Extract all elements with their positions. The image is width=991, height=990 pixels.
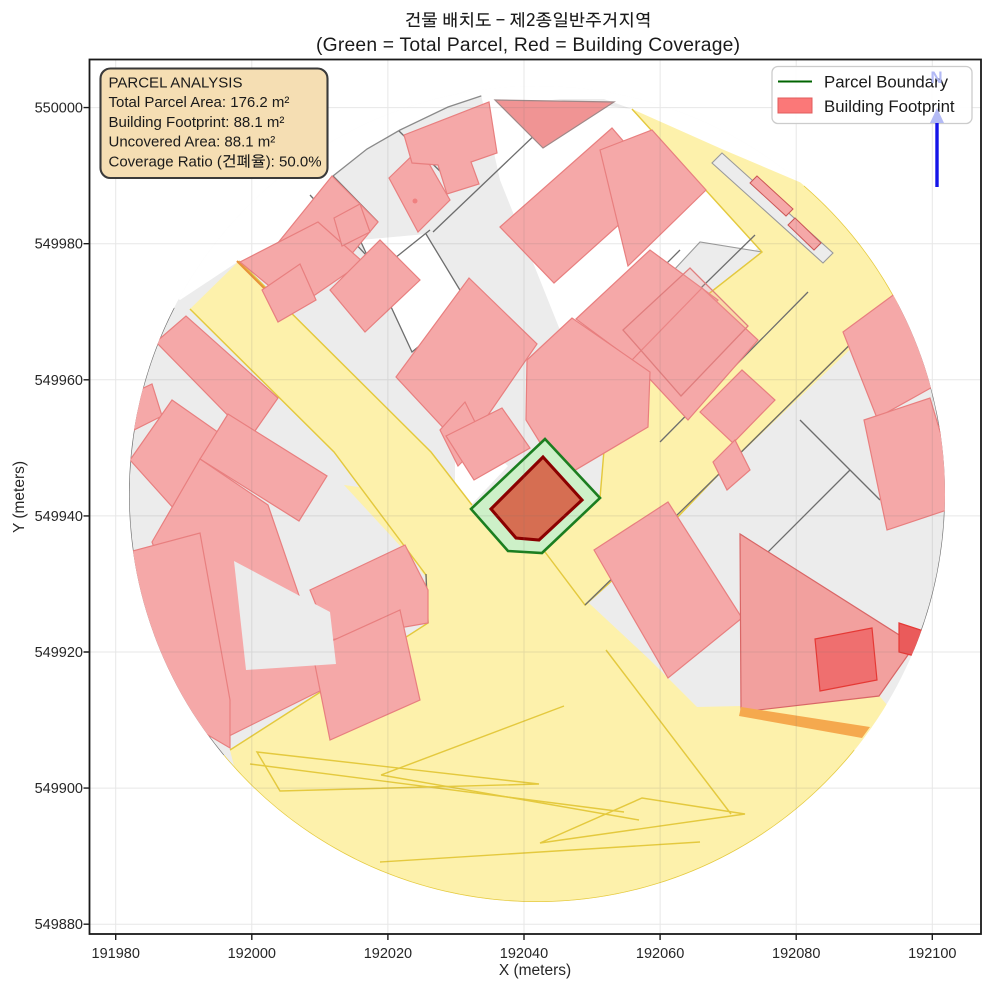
svg-text:Parcel Boundary: Parcel Boundary <box>824 73 949 92</box>
svg-text:191980: 191980 <box>92 946 140 962</box>
svg-text:549980: 549980 <box>35 237 83 253</box>
svg-text:Building Footprint: 88.1 m²: Building Footprint: 88.1 m² <box>109 114 285 131</box>
svg-text:192020: 192020 <box>364 946 412 962</box>
svg-text:Uncovered Area: 88.1 m²: Uncovered Area: 88.1 m² <box>109 134 276 151</box>
svg-text:549940: 549940 <box>35 509 83 525</box>
svg-text:Coverage Ratio (: Coverage Ratio ( <box>109 154 222 171</box>
svg-text:192060: 192060 <box>636 946 684 962</box>
svg-text:550000: 550000 <box>35 101 83 117</box>
svg-text:549880: 549880 <box>35 917 83 933</box>
svg-text:Y (meters): Y (meters) <box>11 461 28 533</box>
svg-text:): 50.0%: ): 50.0% <box>266 154 322 171</box>
svg-text:549900: 549900 <box>35 781 83 797</box>
svg-text:192080: 192080 <box>772 946 820 962</box>
svg-text:Building Footprint: Building Footprint <box>824 97 955 116</box>
svg-text:X (meters): X (meters) <box>499 962 571 979</box>
svg-text:N: N <box>930 68 942 87</box>
svg-text:(Green = Total Parcel, Red = B: (Green = Total Parcel, Red = Building Co… <box>316 35 740 56</box>
svg-text:192040: 192040 <box>500 946 548 962</box>
svg-text:192000: 192000 <box>228 946 276 962</box>
svg-text:192100: 192100 <box>908 946 956 962</box>
svg-text:Total Parcel Area: 176.2 m²: Total Parcel Area: 176.2 m² <box>109 94 290 111</box>
svg-text:549960: 549960 <box>35 373 83 389</box>
svg-text:PARCEL ANALYSIS: PARCEL ANALYSIS <box>109 75 243 92</box>
svg-text:549920: 549920 <box>35 645 83 661</box>
